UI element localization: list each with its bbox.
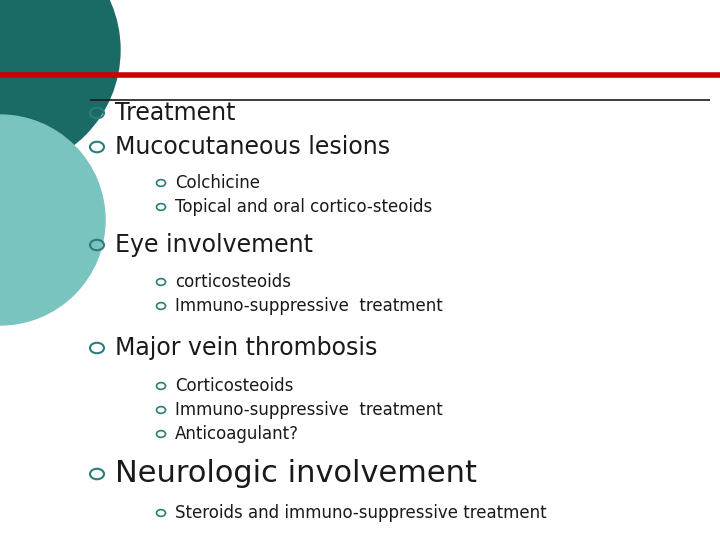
Text: corticosteoids: corticosteoids <box>175 273 291 291</box>
Circle shape <box>0 115 105 325</box>
Text: Colchicine: Colchicine <box>175 174 260 192</box>
Text: Corticosteoids: Corticosteoids <box>175 377 293 395</box>
Text: Treatment: Treatment <box>115 101 235 125</box>
Text: Major vein thrombosis: Major vein thrombosis <box>115 336 377 360</box>
Text: Eye involvement: Eye involvement <box>115 233 313 257</box>
Circle shape <box>0 0 120 170</box>
Text: Topical and oral cortico-steoids: Topical and oral cortico-steoids <box>175 198 432 216</box>
Text: Immuno-suppressive  treatment: Immuno-suppressive treatment <box>175 401 443 419</box>
Text: Immuno-suppressive  treatment: Immuno-suppressive treatment <box>175 297 443 315</box>
Text: Neurologic involvement: Neurologic involvement <box>115 460 477 489</box>
Text: Mucocutaneous lesions: Mucocutaneous lesions <box>115 135 390 159</box>
Text: Anticoagulant?: Anticoagulant? <box>175 425 299 443</box>
Text: Steroids and immuno-suppressive treatment: Steroids and immuno-suppressive treatmen… <box>175 504 546 522</box>
